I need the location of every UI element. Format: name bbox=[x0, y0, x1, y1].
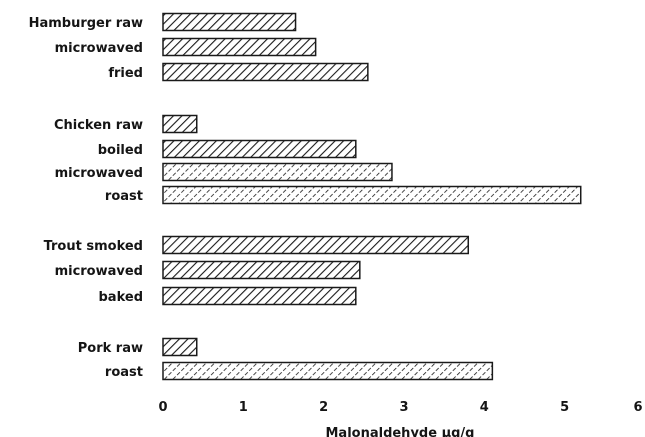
bar bbox=[162, 62, 369, 82]
bar bbox=[162, 286, 357, 306]
category-label: baked bbox=[99, 290, 144, 305]
category-label: fried bbox=[108, 66, 143, 81]
category-labels: Hamburger raw microwaved fried Chicken raw b… bbox=[29, 16, 143, 380]
bar bbox=[162, 185, 582, 205]
bar bbox=[162, 361, 494, 381]
bar bbox=[162, 337, 198, 357]
bar bbox=[162, 260, 361, 280]
x-tick-label: 5 bbox=[560, 400, 569, 415]
x-tick-label: 4 bbox=[480, 400, 489, 415]
x-tick-label: 6 bbox=[633, 400, 642, 415]
category-label: Trout smoked bbox=[44, 239, 143, 254]
x-tick-label: 3 bbox=[399, 400, 408, 415]
x-tick-label: 0 bbox=[158, 400, 167, 415]
bar bbox=[162, 12, 297, 32]
category-label: boiled bbox=[98, 143, 143, 158]
category-label: microwaved bbox=[55, 166, 143, 181]
category-label: microwaved bbox=[55, 41, 143, 56]
x-tick-label: 2 bbox=[319, 400, 328, 415]
category-label: Pork raw bbox=[78, 341, 143, 356]
bar bbox=[162, 235, 470, 255]
category-label: roast bbox=[105, 189, 143, 204]
category-label: roast bbox=[105, 365, 143, 380]
x-tick-labels: 0 1 2 3 4 5 6 bbox=[158, 400, 642, 415]
category-label: Hamburger raw bbox=[29, 16, 143, 31]
category-label: Chicken raw bbox=[54, 118, 143, 133]
bars-group bbox=[162, 12, 582, 381]
bar bbox=[162, 37, 317, 57]
x-tick-label: 1 bbox=[239, 400, 248, 415]
bar bbox=[162, 114, 198, 134]
bar bbox=[162, 162, 393, 182]
bar bbox=[162, 139, 357, 159]
category-label: microwaved bbox=[55, 264, 143, 279]
x-axis-title: Malonaldehyde µg/g bbox=[325, 426, 474, 437]
